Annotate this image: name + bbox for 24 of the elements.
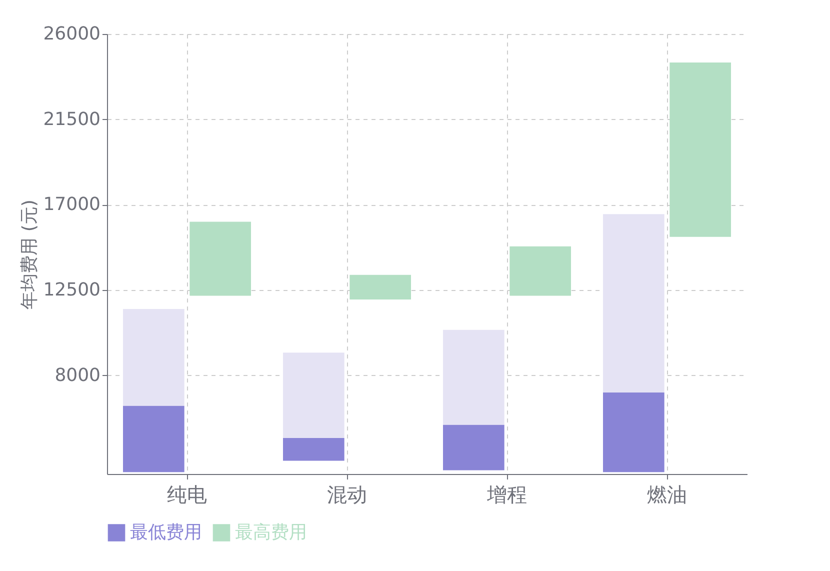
bar bbox=[510, 246, 571, 296]
y-tick-label: 26000 bbox=[43, 24, 100, 44]
bar bbox=[350, 274, 411, 300]
y-tick-label: 21500 bbox=[43, 108, 100, 130]
bar bbox=[670, 62, 731, 237]
bar bbox=[443, 330, 504, 425]
legend-label: 最低费用 bbox=[130, 522, 202, 543]
bar bbox=[603, 214, 664, 392]
y-axis-title: 年均费用 (元) bbox=[19, 200, 40, 310]
bar bbox=[123, 406, 184, 472]
y-tick-label: 8000 bbox=[54, 364, 100, 386]
x-tick-label: 燃油 bbox=[647, 482, 687, 506]
bar bbox=[603, 392, 664, 472]
bar bbox=[443, 424, 504, 470]
x-tick-label: 混动 bbox=[327, 482, 367, 506]
y-tick-label: 12500 bbox=[43, 280, 100, 301]
x-tick-label: 纯电 bbox=[167, 482, 207, 506]
bar bbox=[283, 352, 344, 438]
bar bbox=[123, 309, 184, 406]
legend-label: 最高费用 bbox=[235, 522, 307, 543]
bar bbox=[190, 222, 251, 296]
bar bbox=[283, 438, 344, 461]
y-tick-label: 17000 bbox=[43, 194, 100, 216]
x-tick-label: 增程 bbox=[486, 482, 527, 506]
